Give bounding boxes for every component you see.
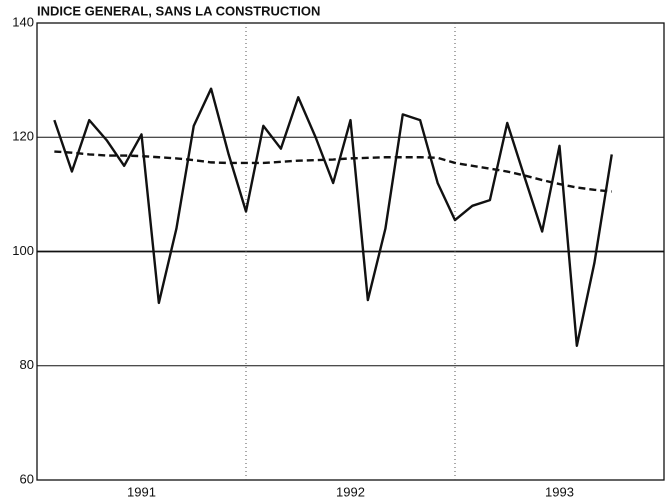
y-tick-label: 80 <box>20 357 34 372</box>
y-tick-label: 120 <box>12 129 34 144</box>
y-tick-label: 100 <box>12 243 34 258</box>
y-tick-label: 60 <box>20 471 34 486</box>
x-tick-label: 1993 <box>545 484 574 499</box>
x-tick-label: 1992 <box>336 484 365 499</box>
data-line <box>54 150 612 193</box>
y-tick-label: 140 <box>12 14 34 29</box>
data-line <box>53 87 613 347</box>
chart-title: INDICE GENERAL, SANS LA CONSTRUCTION <box>37 3 320 18</box>
x-tick-label: 1991 <box>127 484 156 499</box>
